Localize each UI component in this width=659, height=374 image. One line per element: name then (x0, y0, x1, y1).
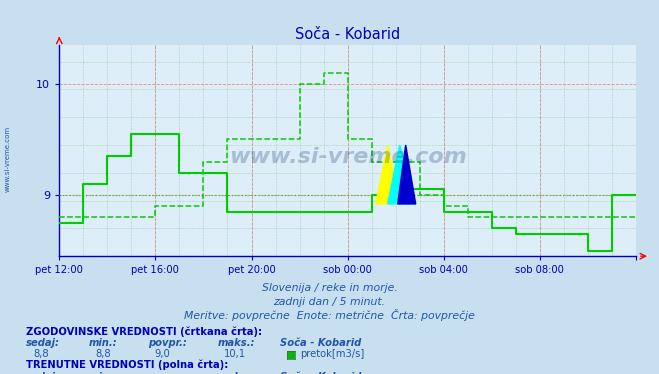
Text: maks.:: maks.: (217, 338, 255, 348)
Text: ZGODOVINSKE VREDNOSTI (črtkana črta):: ZGODOVINSKE VREDNOSTI (črtkana črta): (26, 326, 262, 337)
Text: min.:: min.: (89, 372, 117, 374)
Text: 10,1: 10,1 (224, 349, 246, 359)
Polygon shape (376, 145, 399, 204)
Text: Slovenija / reke in morje.: Slovenija / reke in morje. (262, 283, 397, 293)
Text: zadnji dan / 5 minut.: zadnji dan / 5 minut. (273, 297, 386, 307)
Text: Meritve: povprečne  Enote: metrične  Črta: povprečje: Meritve: povprečne Enote: metrične Črta:… (184, 309, 475, 321)
Text: 9,0: 9,0 (155, 349, 171, 359)
Polygon shape (397, 145, 416, 204)
Text: sedaj:: sedaj: (26, 338, 61, 348)
Text: povpr.:: povpr.: (148, 338, 187, 348)
Text: Soča - Kobarid: Soča - Kobarid (280, 372, 361, 374)
Text: Soča - Kobarid: Soča - Kobarid (280, 338, 361, 348)
Text: TRENUTNE VREDNOSTI (polna črta):: TRENUTNE VREDNOSTI (polna črta): (26, 360, 229, 370)
Text: www.si-vreme.com: www.si-vreme.com (229, 147, 467, 167)
Text: www.si-vreme.com: www.si-vreme.com (5, 126, 11, 192)
Text: povpr.:: povpr.: (148, 372, 187, 374)
Title: Soča - Kobarid: Soča - Kobarid (295, 27, 400, 42)
Polygon shape (387, 145, 416, 204)
Text: pretok[m3/s]: pretok[m3/s] (300, 349, 364, 359)
Text: 8,8: 8,8 (33, 349, 49, 359)
Text: 8,8: 8,8 (96, 349, 111, 359)
Text: maks.:: maks.: (217, 372, 255, 374)
Text: sedaj:: sedaj: (26, 372, 61, 374)
Text: min.:: min.: (89, 338, 117, 348)
